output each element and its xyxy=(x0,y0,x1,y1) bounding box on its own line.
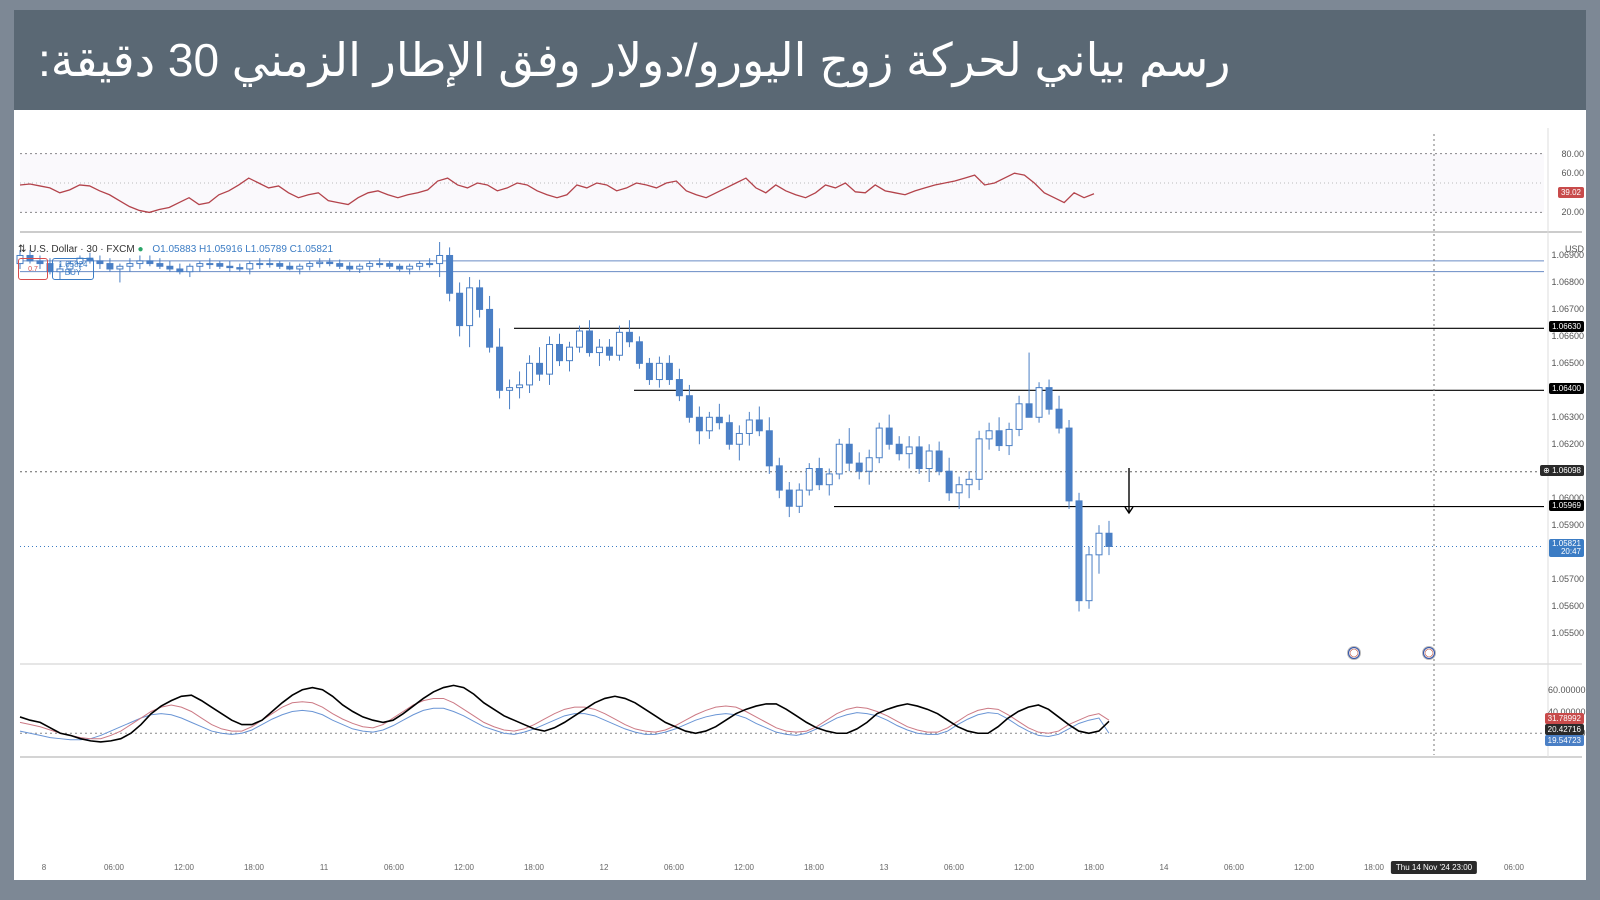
price-ytick: 1.06300 xyxy=(1548,412,1584,422)
price-ytick: 1.05700 xyxy=(1548,574,1584,584)
price-ytick: 1.05900 xyxy=(1548,520,1584,530)
xaxis-label: 06:00 xyxy=(104,863,124,872)
price-ytick: 1.06800 xyxy=(1548,277,1584,287)
buy-button[interactable]: 1.05824BUY xyxy=(52,258,94,280)
xaxis-label: 13 xyxy=(880,863,889,872)
current-price-tag: 1.0582120:47 xyxy=(1549,539,1584,557)
xaxis-label: 12:00 xyxy=(454,863,474,872)
xaxis-label: 8 xyxy=(42,863,46,872)
xaxis-label: 14 xyxy=(1160,863,1169,872)
osc-ytick: 60.00000 xyxy=(1548,685,1584,695)
page-title: رسم بياني لحركة زوج اليورو/دولار وفق الإ… xyxy=(14,10,1586,110)
xaxis-label: 06:00 xyxy=(1224,863,1244,872)
crosshair-time-badge: Thu 14 Nov '24 23:00 xyxy=(1391,861,1477,874)
xaxis-label: 06:00 xyxy=(664,863,684,872)
price-ytick: 1.06700 xyxy=(1548,304,1584,314)
hline-price-tag: 1.06400 xyxy=(1549,383,1584,394)
xaxis-label: 18:00 xyxy=(244,863,264,872)
xaxis-label: 18:00 xyxy=(524,863,544,872)
xaxis-label: 12:00 xyxy=(1014,863,1034,872)
rsi-ytick: 20.00 xyxy=(1548,207,1584,217)
event-icon[interactable] xyxy=(1422,646,1436,660)
chart-svg[interactable] xyxy=(14,110,1586,880)
chart-container: ⇅ U.S. Dollar · 30 · FXCM ● O1.05883 H1.… xyxy=(14,110,1586,880)
xaxis-label: 12 xyxy=(600,863,609,872)
price-ytick: 1.06600 xyxy=(1548,331,1584,341)
price-ytick: 1.06200 xyxy=(1548,439,1584,449)
xaxis-label: 06:00 xyxy=(944,863,964,872)
xaxis-label: 18:00 xyxy=(1084,863,1104,872)
currency-label: USD xyxy=(1548,244,1584,254)
hline-price-tag: 1.05969 xyxy=(1549,500,1584,511)
xaxis-label: 06:00 xyxy=(384,863,404,872)
rsi-value-tag: 39.02 xyxy=(1558,187,1584,198)
sell-button[interactable]: 0.7 xyxy=(18,258,48,280)
rsi-ytick: 60.00 xyxy=(1548,168,1584,178)
xaxis-label: 11 xyxy=(320,863,328,872)
symbol-info: ⇅ U.S. Dollar · 30 · FXCM ● O1.05883 H1.… xyxy=(18,244,333,255)
xaxis-label: 12:00 xyxy=(1294,863,1314,872)
osc-value-tag: 19.54723 xyxy=(1545,735,1584,746)
osc-value-tag: 31.78992 xyxy=(1545,713,1584,724)
xaxis-label: 06:00 xyxy=(1504,863,1524,872)
xaxis-label: 12:00 xyxy=(174,863,194,872)
price-ytick: 1.05600 xyxy=(1548,601,1584,611)
event-icon[interactable] xyxy=(1347,646,1361,660)
xaxis-label: 12:00 xyxy=(734,863,754,872)
rsi-ytick: 80.00 xyxy=(1548,149,1584,159)
price-ytick: 1.06500 xyxy=(1548,358,1584,368)
xaxis-label: 18:00 xyxy=(1364,863,1384,872)
osc-value-tag: 20.42716 xyxy=(1545,724,1584,735)
hline-price-tag: 1.06630 xyxy=(1549,321,1584,332)
xaxis-label: 18:00 xyxy=(804,863,824,872)
price-ytick: 1.05500 xyxy=(1548,628,1584,638)
crosshair-price-tag: ⊕ 1.06098 xyxy=(1540,465,1584,476)
